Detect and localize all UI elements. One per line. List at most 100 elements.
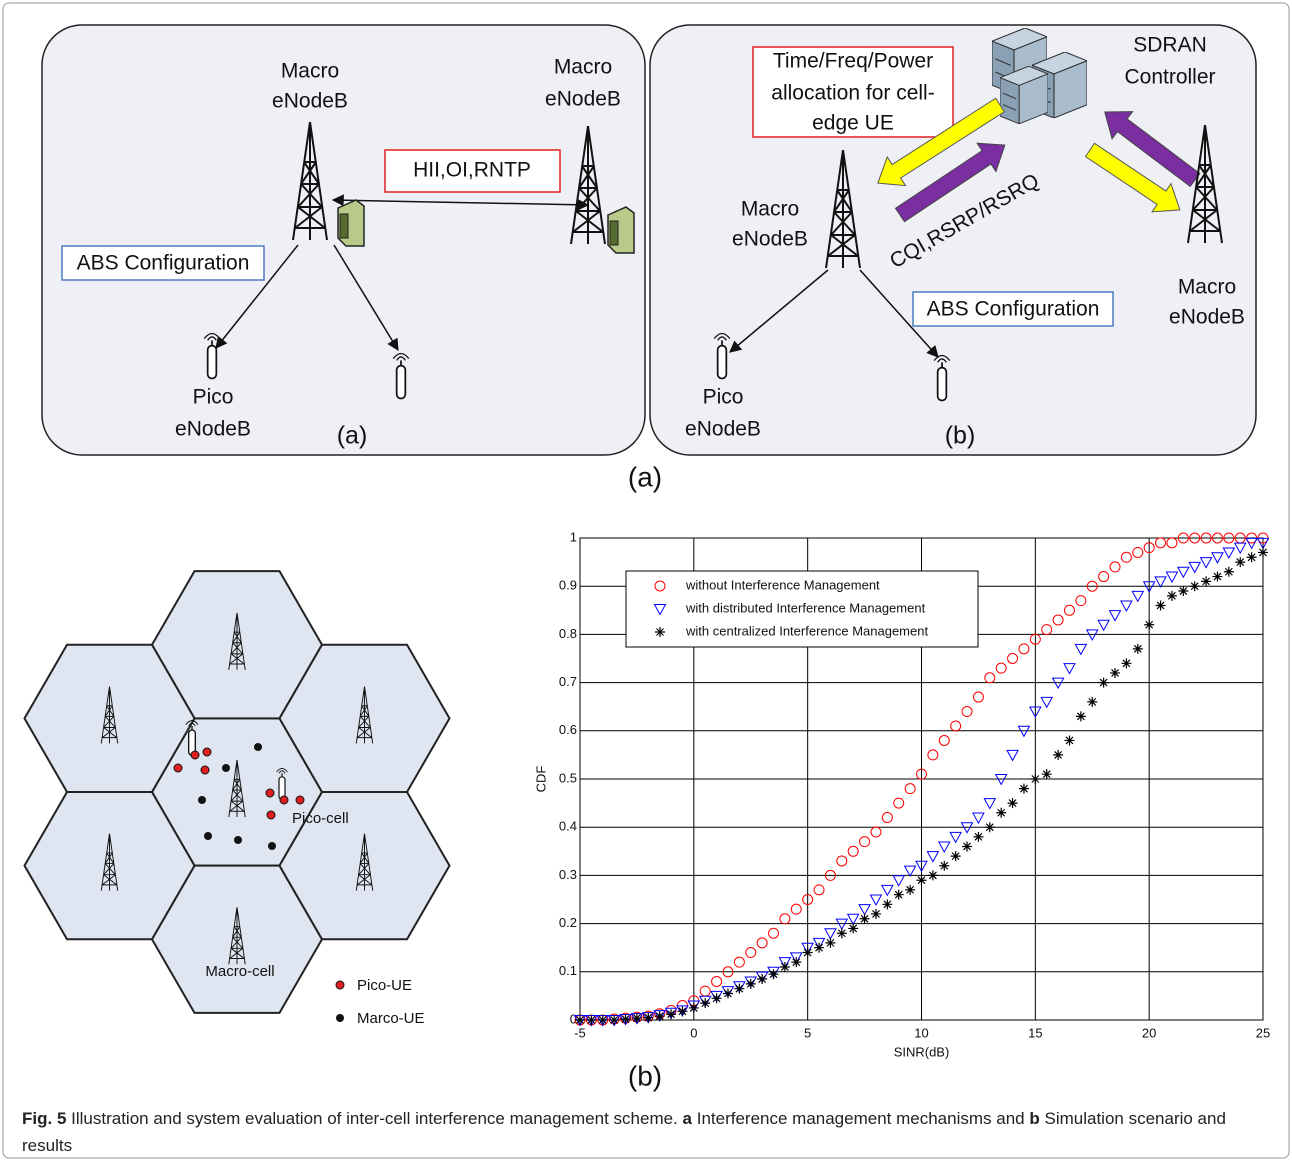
y-tick-label: 0.3	[559, 867, 577, 882]
x-tick-label: 25	[1256, 1025, 1270, 1040]
legend-marker	[655, 627, 665, 637]
legend-label: without Interference Management	[685, 577, 880, 592]
data-point	[1235, 557, 1245, 567]
data-point	[1178, 586, 1188, 596]
figure: Macro eNodeB Macro eNodeB HII,OI,RNTP AB…	[0, 0, 1292, 1161]
data-point	[780, 962, 790, 972]
data-point	[825, 938, 835, 948]
data-point	[803, 948, 813, 958]
data-point	[1167, 591, 1177, 601]
data-point	[712, 993, 722, 1003]
data-point	[996, 808, 1006, 818]
macro-ue	[198, 796, 206, 804]
x-axis-label: SINR(dB)	[894, 1044, 950, 1059]
page: Macro eNodeB Macro eNodeB HII,OI,RNTP AB…	[0, 0, 1292, 1161]
pico-ue	[267, 811, 275, 819]
data-point	[1008, 798, 1018, 808]
data-point	[1087, 697, 1097, 707]
message: HII,OI,RNTP	[413, 159, 531, 182]
caption-key: a	[683, 1109, 692, 1128]
macro-ue	[254, 743, 262, 751]
node-label: Macro	[741, 198, 799, 221]
data-point	[791, 957, 801, 967]
data-point	[734, 984, 744, 994]
y-tick-label: 0.6	[559, 722, 577, 737]
node-label: eNodeB	[685, 418, 761, 441]
data-point	[1042, 769, 1052, 779]
data-point	[973, 832, 983, 842]
data-point	[677, 1006, 687, 1016]
allocation-text: allocation for cell-	[771, 82, 934, 105]
legend-dot	[336, 1014, 344, 1022]
data-point	[1144, 620, 1154, 630]
data-point	[1224, 567, 1234, 577]
device	[338, 200, 364, 246]
controller-label: SDRAN	[1133, 34, 1207, 57]
caption-text: Interference management mechanisms and	[697, 1109, 1025, 1128]
panel-label: (a)	[337, 422, 368, 450]
y-tick-label: 0.9	[559, 578, 577, 593]
figure-part-label: (a)	[628, 461, 662, 492]
pico-ue	[174, 764, 182, 772]
data-point	[1121, 658, 1131, 668]
data-point	[1110, 668, 1120, 678]
pico-ue	[296, 796, 304, 804]
abs-label: ABS Configuration	[77, 252, 250, 275]
data-point	[951, 851, 961, 861]
figure-part-label: (b)	[628, 1060, 662, 1091]
x-tick-label: 5	[804, 1025, 811, 1040]
data-point	[928, 870, 938, 880]
cdf-chart: 00.10.20.30.40.50.60.70.80.91-5051015202…	[533, 529, 1270, 1059]
data-point	[723, 988, 733, 998]
caption: Fig. 5 Illustration and system evaluatio…	[22, 1105, 1274, 1159]
y-tick-label: 0.4	[559, 819, 577, 834]
node-label: eNodeB	[272, 90, 348, 113]
data-point	[814, 943, 824, 953]
pico-ue	[280, 796, 288, 804]
data-point	[894, 890, 904, 900]
data-point	[1156, 600, 1166, 610]
device	[608, 207, 634, 253]
data-point	[598, 1015, 608, 1025]
legend-label: with distributed Interference Management	[685, 600, 926, 615]
node-label: Macro	[281, 60, 339, 83]
data-point	[1201, 576, 1211, 586]
caption-label: Fig. 5	[22, 1109, 66, 1128]
data-point	[632, 1013, 642, 1023]
data-point	[1258, 547, 1268, 557]
x-tick-label: 15	[1028, 1025, 1042, 1040]
node-label: eNodeB	[1169, 306, 1245, 329]
data-point	[1099, 678, 1109, 688]
data-point	[575, 1015, 585, 1025]
data-point	[882, 899, 892, 909]
y-tick-label: 0.8	[559, 626, 577, 641]
x-tick-label: 0	[690, 1025, 697, 1040]
caption-text: Illustration and system evaluation of in…	[71, 1109, 678, 1128]
allocation-text: Time/Freq/Power	[773, 50, 933, 73]
data-point	[655, 1011, 665, 1021]
cell-label: Pico-cell	[292, 810, 349, 827]
data-point	[586, 1015, 596, 1025]
node-label: eNodeB	[732, 228, 808, 251]
node-label: Macro	[1178, 276, 1236, 299]
data-point	[1076, 711, 1086, 721]
y-tick-label: 0.2	[559, 915, 577, 930]
x-tick-label: -5	[574, 1025, 586, 1040]
data-point	[905, 885, 915, 895]
data-point	[1190, 581, 1200, 591]
server	[1000, 66, 1048, 124]
legend-dot	[336, 981, 344, 989]
pico-ue	[191, 751, 199, 759]
macro-ue	[222, 764, 230, 772]
y-axis-label: CDF	[533, 766, 548, 793]
data-point	[860, 914, 870, 924]
cell-layout	[25, 571, 450, 1013]
macro-ue	[234, 836, 242, 844]
data-point	[962, 841, 972, 851]
node-label: Pico	[703, 386, 744, 409]
macro-ue	[268, 842, 276, 850]
data-point	[757, 974, 767, 984]
data-point	[917, 875, 927, 885]
caption-key: b	[1029, 1109, 1039, 1128]
data-point	[643, 1013, 653, 1023]
